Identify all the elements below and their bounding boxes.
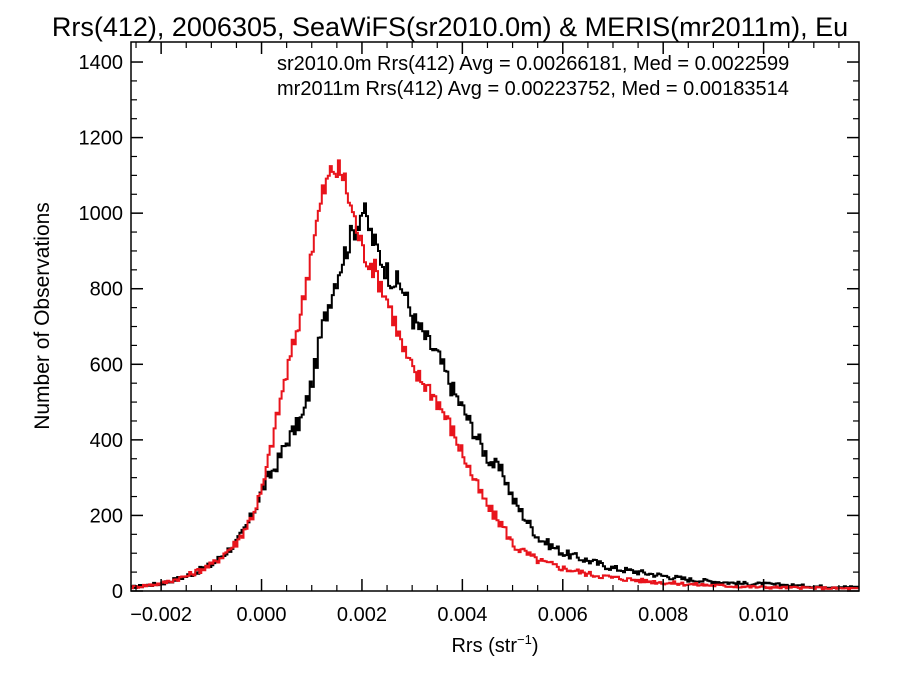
x-axis-label-text: Rrs (str [451, 635, 517, 657]
y-tick-label: 600 [90, 354, 123, 376]
x-axis-label-superscript: −1 [517, 632, 532, 647]
y-tick-label: 1400 [79, 52, 124, 74]
series-sr2010.0m-line [131, 202, 859, 590]
y-tick-label: 0 [112, 581, 123, 603]
series-layer [131, 159, 859, 591]
series-mr2011m-line [131, 159, 859, 591]
annotation-meris: mr2011m Rrs(412) Avg = 0.00223752, Med =… [277, 78, 789, 100]
y-tick-label: 1000 [79, 203, 124, 225]
plot-frame [130, 41, 860, 592]
y-tick-label: 400 [90, 430, 123, 452]
y-axis-label: Number of Observations [31, 202, 54, 430]
annotation-seawifs: sr2010.0m Rrs(412) Avg = 0.00266181, Med… [277, 53, 789, 75]
x-axis-label: Rrs (str−1) [451, 632, 538, 657]
x-tick-label: −0.002 [130, 604, 192, 626]
x-tick-label: 0.002 [337, 604, 387, 626]
x-tick-label: 0.008 [638, 604, 688, 626]
y-tick-label: 200 [90, 505, 123, 527]
x-axis: −0.002 0.000 0.002 0.004 0.006 0.008 0.010 [130, 42, 840, 626]
y-tick-label: 800 [90, 279, 123, 301]
y-tick-label: 1200 [79, 128, 124, 150]
x-tick-label: 0.000 [237, 604, 287, 626]
x-tick-label: 0.010 [739, 604, 789, 626]
chart-title: Rrs(412), 2006305, SeaWiFS(sr2010.0m) & … [52, 12, 848, 42]
x-axis-label-close: ) [532, 635, 539, 657]
x-tick-label: 0.006 [538, 604, 588, 626]
y-axis: 0 200 400 600 800 1000 1200 1400 [79, 52, 859, 603]
x-tick-label: 0.004 [437, 604, 487, 626]
